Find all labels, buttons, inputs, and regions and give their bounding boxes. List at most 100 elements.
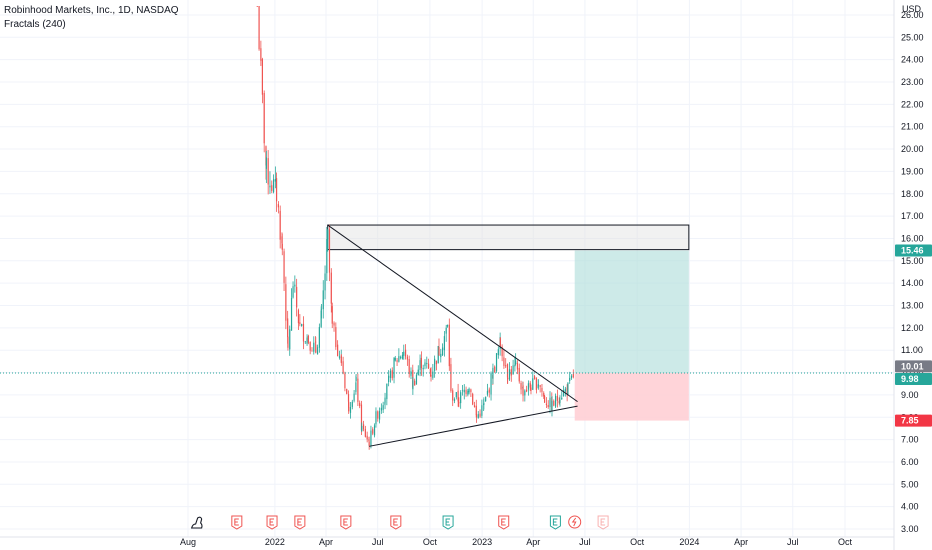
trendlines[interactable] (0, 224, 894, 447)
event-split-icon[interactable] (568, 515, 582, 529)
candle-body (457, 390, 459, 402)
candle-body (299, 322, 301, 325)
candle-body (301, 324, 303, 326)
y-tick-label: 24.00 (901, 55, 924, 65)
event-earnings_beat-icon[interactable] (442, 515, 454, 530)
earnings-letter (501, 518, 506, 526)
candle-body (554, 395, 557, 407)
candle-body (287, 318, 289, 338)
candle-body (467, 390, 469, 395)
candle-body (558, 401, 560, 403)
candle-body (333, 322, 335, 326)
candle-body (441, 347, 444, 356)
earnings-letter (445, 518, 451, 526)
candle-body (572, 374, 574, 378)
candle-body (400, 356, 402, 359)
indicator-label[interactable]: Fractals (240) (4, 19, 66, 30)
candle-body (453, 399, 456, 401)
candle-body (287, 336, 289, 348)
y-tick-label: 15.00 (901, 256, 924, 266)
event-earnings-icon[interactable] (294, 515, 306, 530)
candle-body (315, 344, 317, 353)
candle-body (485, 396, 487, 402)
candle-body (495, 353, 498, 372)
candle-body (258, 6, 260, 50)
candle-body (277, 204, 279, 208)
candle-body (515, 360, 517, 364)
candle-body (349, 407, 352, 413)
earnings-shape (597, 515, 609, 530)
grid (0, 0, 894, 537)
event-earnings-icon[interactable] (231, 515, 243, 530)
target-price-label-bg (895, 244, 932, 257)
last-price-label-bg (895, 360, 932, 373)
candle-body (403, 351, 405, 356)
candle-body (458, 402, 460, 404)
candle-body (518, 367, 520, 382)
candle-body (267, 158, 269, 185)
candle-body (426, 362, 428, 365)
candle-body (448, 324, 450, 367)
candle-body (348, 402, 350, 412)
y-tick-label: 26.00 (901, 10, 924, 20)
candle-body (483, 403, 485, 405)
candle-body (535, 377, 537, 390)
candle-body (401, 354, 404, 359)
y-tick-label: 25.00 (901, 32, 924, 42)
event-earnings-icon[interactable] (340, 515, 352, 530)
candle-body (320, 310, 322, 327)
x-tick-label: Jul (372, 537, 384, 547)
candle-body (520, 383, 522, 390)
earnings-letter (297, 518, 302, 526)
y-tick-label: 5.00 (901, 479, 919, 489)
candle-body (446, 324, 449, 327)
event-earnings_beat-icon[interactable] (549, 515, 561, 530)
candle-body (564, 388, 566, 392)
candle-body (524, 390, 526, 396)
candle-body (307, 335, 309, 343)
x-tick-label: Aug (180, 537, 196, 547)
x-tick-label: Jul (787, 537, 799, 547)
y-tick-label: 10.00 (901, 368, 924, 378)
candle-body (443, 336, 445, 351)
x-tick-label: 2022 (265, 537, 285, 547)
y-tick-label: 3.00 (901, 524, 919, 534)
earnings-letter (234, 518, 239, 526)
candle-body (506, 364, 509, 378)
candle-body (503, 357, 505, 366)
candle-body (340, 355, 342, 364)
event-markers[interactable] (190, 515, 609, 530)
candle-body (486, 390, 489, 395)
candle-body (320, 308, 323, 310)
candle-body (501, 346, 503, 357)
candle-body (263, 93, 265, 144)
candle-body (283, 251, 285, 283)
y-tick-label: 12.00 (901, 323, 924, 333)
candle-body (429, 368, 431, 373)
candle-body (344, 373, 346, 389)
y-tick-label: 7.00 (901, 435, 919, 445)
earnings-letter (269, 518, 275, 526)
candle-body (316, 347, 319, 355)
candle-body (424, 362, 426, 367)
candle-body (455, 392, 457, 398)
profit-zone (574, 250, 689, 373)
candle-body (272, 179, 275, 193)
symbol-title[interactable]: Robinhood Markets, Inc., 1D, NASDAQ (4, 5, 179, 16)
event-earnings_upcoming-icon[interactable] (597, 515, 609, 530)
event-earnings-icon[interactable] (498, 515, 510, 530)
candle-body (490, 373, 492, 395)
event-earnings-icon[interactable] (390, 515, 402, 530)
candle-body (488, 389, 490, 393)
event-earnings-icon[interactable] (266, 515, 278, 530)
candle-body (351, 401, 353, 407)
candle-body (463, 389, 465, 393)
candle-body (355, 377, 357, 382)
candle-body (372, 429, 374, 434)
event-dividend-icon[interactable] (190, 516, 203, 529)
x-tick-label: Apr (734, 537, 748, 547)
candle-body (265, 157, 267, 169)
candle-body (516, 362, 519, 370)
candle-body (410, 371, 412, 376)
